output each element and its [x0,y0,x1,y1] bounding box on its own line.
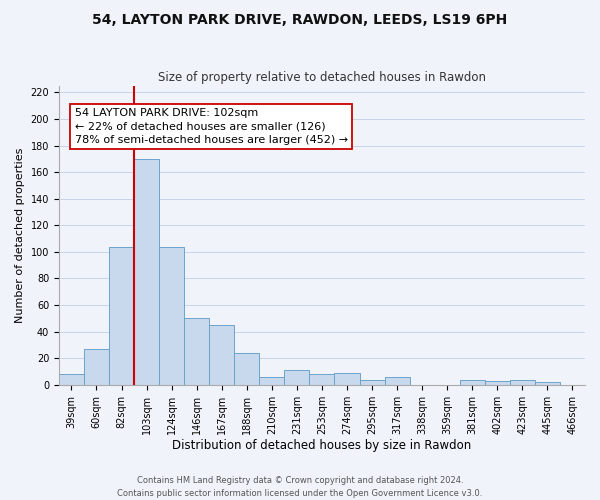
Y-axis label: Number of detached properties: Number of detached properties [15,148,25,323]
Title: Size of property relative to detached houses in Rawdon: Size of property relative to detached ho… [158,72,486,85]
Bar [535,382,560,385]
Bar [84,349,109,385]
Bar [460,380,485,385]
Text: 54, LAYTON PARK DRIVE, RAWDON, LEEDS, LS19 6PH: 54, LAYTON PARK DRIVE, RAWDON, LEEDS, LS… [92,12,508,26]
Bar [184,318,209,385]
Bar [134,159,159,385]
X-axis label: Distribution of detached houses by size in Rawdon: Distribution of detached houses by size … [172,440,472,452]
Bar [284,370,310,385]
Bar [485,381,510,385]
Bar [259,377,284,385]
Bar [510,380,535,385]
Bar [385,377,410,385]
Text: 54 LAYTON PARK DRIVE: 102sqm
← 22% of detached houses are smaller (126)
78% of s: 54 LAYTON PARK DRIVE: 102sqm ← 22% of de… [74,108,348,144]
Bar [234,353,259,385]
Bar [334,373,359,385]
Bar [159,246,184,385]
Bar [359,380,385,385]
Bar [109,246,134,385]
Bar [310,374,334,385]
Bar [59,374,84,385]
Bar [209,325,234,385]
Text: Contains HM Land Registry data © Crown copyright and database right 2024.
Contai: Contains HM Land Registry data © Crown c… [118,476,482,498]
